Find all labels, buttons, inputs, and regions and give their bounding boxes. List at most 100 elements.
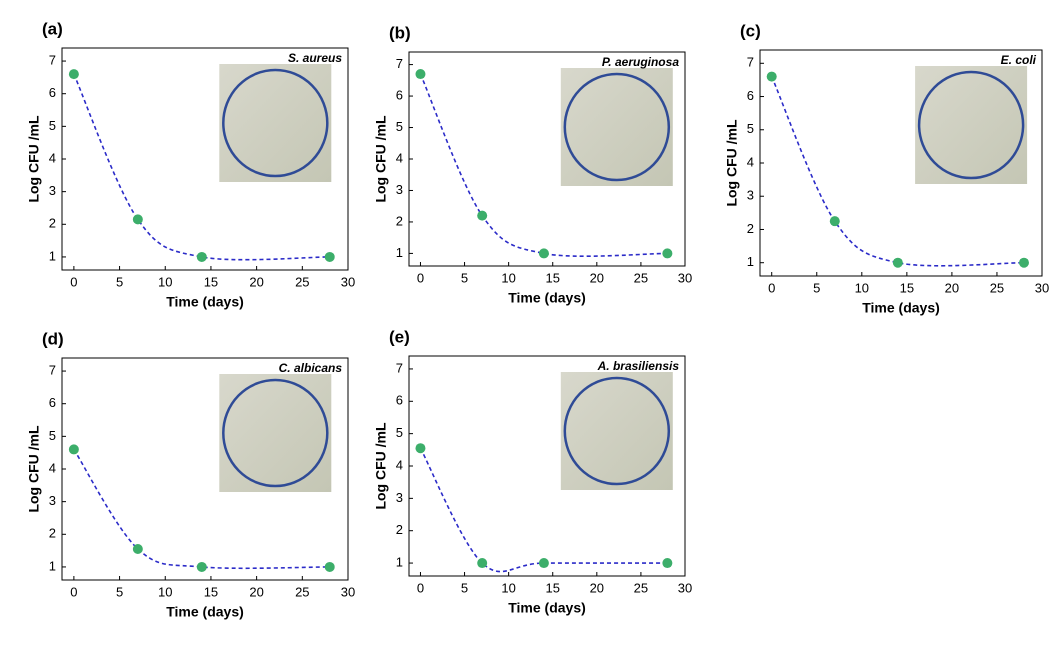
x-tick-label: 5 (813, 280, 820, 295)
y-axis-label: Log CFU /mL (26, 115, 42, 203)
x-tick-label: 10 (501, 580, 515, 595)
x-axis-label: Time (days) (166, 604, 244, 620)
y-tick-label: 7 (49, 362, 56, 377)
x-tick-label: 30 (1035, 280, 1049, 295)
data-point (892, 257, 903, 268)
x-tick-label: 5 (116, 274, 123, 289)
data-point (196, 251, 207, 262)
chart-title: A. brasiliensis (597, 359, 680, 373)
x-tick-label: 5 (461, 580, 468, 595)
x-tick-label: 10 (855, 280, 869, 295)
panel-label: (e) (389, 327, 410, 346)
data-point (477, 210, 488, 221)
y-tick-label: 6 (49, 395, 56, 410)
y-tick-label: 4 (49, 460, 56, 475)
y-tick-label: 5 (49, 428, 56, 443)
x-tick-label: 25 (295, 584, 309, 599)
x-tick-label: 15 (545, 580, 559, 595)
x-tick-label: 15 (545, 270, 559, 285)
y-tick-label: 2 (396, 522, 403, 537)
y-tick-label: 2 (396, 213, 403, 228)
panel-label: (a) (42, 19, 63, 38)
x-tick-label: 10 (501, 270, 515, 285)
data-point (538, 248, 549, 259)
data-point (477, 558, 488, 569)
y-tick-label: 3 (49, 183, 56, 198)
data-point (324, 561, 335, 572)
x-tick-label: 0 (417, 580, 424, 595)
y-tick-label: 5 (747, 121, 754, 136)
panel-label: (c) (740, 21, 761, 40)
inset-photo (219, 374, 332, 492)
x-tick-label: 20 (249, 274, 263, 289)
y-tick-label: 7 (747, 55, 754, 70)
chart-title: P. aeruginosa (602, 55, 679, 69)
chart-title: C. albicans (279, 361, 343, 375)
x-tick-label: 15 (204, 584, 218, 599)
data-point (662, 558, 673, 569)
data-point (68, 444, 79, 455)
x-tick-label: 25 (634, 580, 648, 595)
y-tick-label: 4 (49, 150, 56, 165)
y-tick-label: 3 (396, 490, 403, 505)
y-tick-label: 7 (396, 56, 403, 71)
data-line (73, 73, 330, 261)
x-tick-label: 25 (634, 270, 648, 285)
x-tick-label: 10 (158, 274, 172, 289)
y-tick-label: 4 (747, 154, 754, 169)
y-tick-label: 4 (396, 150, 403, 165)
x-tick-label: 5 (116, 584, 123, 599)
x-axis-label: Time (days) (166, 294, 244, 310)
data-point (68, 69, 79, 80)
x-tick-label: 15 (204, 274, 218, 289)
inset-circle (917, 70, 1025, 180)
x-axis-label: Time (days) (508, 600, 586, 616)
x-tick-label: 10 (158, 584, 172, 599)
x-tick-label: 20 (945, 280, 959, 295)
data-point (415, 443, 426, 454)
inset-circle (222, 378, 329, 488)
x-tick-label: 15 (900, 280, 914, 295)
y-tick-label: 3 (49, 493, 56, 508)
y-tick-label: 5 (396, 425, 403, 440)
x-tick-label: 20 (590, 270, 604, 285)
y-tick-label: 6 (396, 393, 403, 408)
x-tick-label: 0 (70, 274, 77, 289)
y-tick-label: 1 (396, 245, 403, 260)
y-axis-label: Log CFU /mL (373, 422, 389, 510)
data-point (538, 558, 549, 569)
y-axis-label: Log CFU /mL (724, 119, 740, 207)
x-tick-label: 30 (678, 580, 692, 595)
y-tick-label: 3 (747, 188, 754, 203)
data-point (324, 251, 335, 262)
y-tick-label: 2 (747, 221, 754, 236)
chart-title: E. coli (1001, 53, 1037, 67)
chart-title: S. aureus (288, 51, 342, 65)
data-point (1018, 257, 1029, 268)
y-tick-label: 2 (49, 216, 56, 231)
panel-label: (b) (389, 23, 411, 42)
data-line (419, 73, 668, 258)
inset-circle (222, 68, 329, 178)
y-tick-label: 1 (396, 554, 403, 569)
y-tick-label: 1 (49, 248, 56, 263)
data-point (662, 248, 673, 259)
x-tick-label: 0 (70, 584, 77, 599)
data-point (132, 214, 143, 225)
x-tick-label: 5 (461, 270, 468, 285)
x-tick-label: 30 (678, 270, 692, 285)
data-point (829, 216, 840, 227)
x-tick-label: 20 (590, 580, 604, 595)
y-tick-label: 2 (49, 526, 56, 541)
data-line (770, 76, 1024, 267)
y-tick-label: 5 (396, 119, 403, 134)
inset-circle (563, 72, 671, 182)
y-tick-label: 1 (747, 254, 754, 269)
x-tick-label: 30 (341, 584, 355, 599)
y-axis-label: Log CFU /mL (26, 425, 42, 513)
x-tick-label: 25 (990, 280, 1004, 295)
x-axis-label: Time (days) (862, 300, 940, 316)
x-tick-label: 0 (417, 270, 424, 285)
inset-photo (560, 68, 673, 186)
